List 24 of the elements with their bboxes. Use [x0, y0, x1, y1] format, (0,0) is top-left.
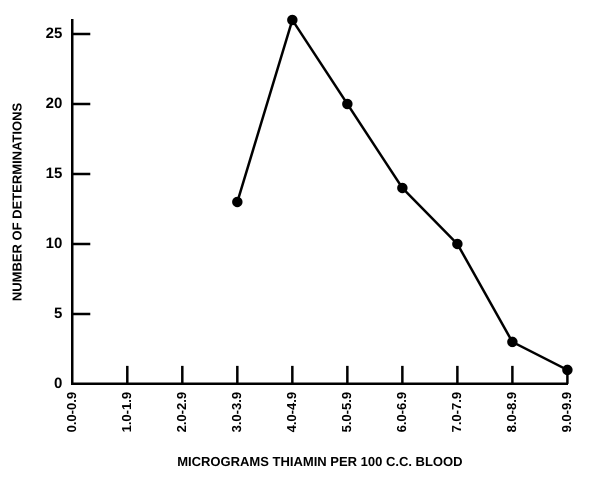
x-tick-label: 9.0-9.9 — [558, 392, 574, 432]
x-tick-label: 6.0-6.9 — [394, 392, 409, 432]
point — [287, 14, 298, 26]
y-axis-title: NUMBER OF DETERMINATIONS — [9, 102, 24, 302]
y-tick-label: 10 — [46, 235, 62, 252]
x-tick-label: 1.0-1.9 — [118, 392, 134, 432]
point — [232, 196, 243, 208]
y-tick-label: 0 — [54, 375, 62, 392]
x-axis-title: MICROGRAMS THIAMIN PER 100 C.C. BLOOD — [177, 454, 462, 469]
x-tick-label: 7.0-7.9 — [448, 392, 464, 432]
y-tick-label: 20 — [46, 95, 62, 112]
x-tick-label: 0.0-0.9 — [64, 392, 79, 432]
x-tick-label: 5.0-5.9 — [338, 392, 354, 432]
x-tick-label: 3.0-3.9 — [228, 392, 244, 432]
point — [397, 182, 408, 194]
y-tick-label: 15 — [46, 165, 62, 182]
y-tick-label: 5 — [54, 305, 62, 322]
x-tick-label: 2.0-2.9 — [174, 392, 189, 432]
y-tick-label: 25 — [46, 25, 62, 42]
point — [342, 98, 353, 110]
x-tick-label: 8.0-8.9 — [504, 392, 519, 432]
x-tick-label: 4.0-4.9 — [284, 392, 299, 432]
point — [507, 336, 518, 348]
point — [452, 238, 463, 250]
